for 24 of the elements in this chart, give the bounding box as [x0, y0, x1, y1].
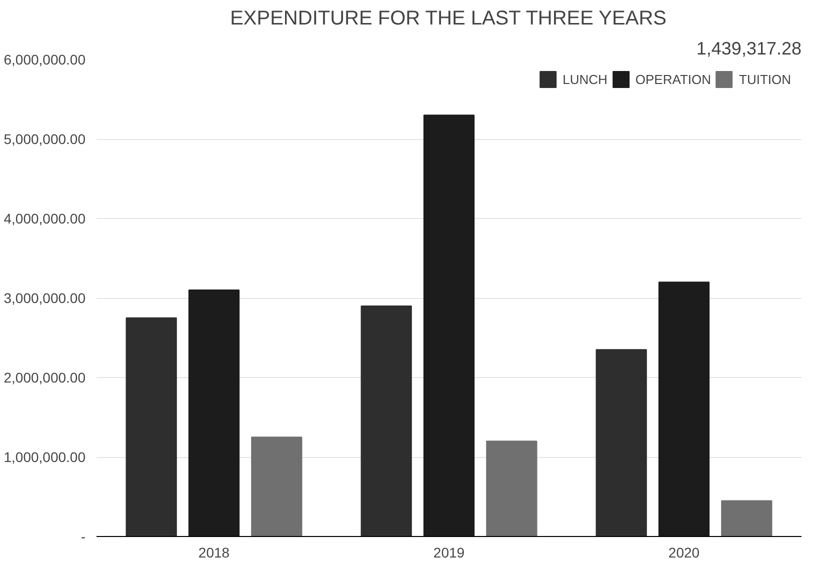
y-tick-label: 3,000,000.00	[4, 290, 86, 306]
legend-label: TUITION	[739, 72, 791, 86]
y-tick-label: 5,000,000.00	[4, 131, 86, 147]
y-tick-label: 6,000,000.00	[4, 52, 86, 68]
text: 1,439,317.28	[696, 38, 802, 58]
y-tick-label: -	[80, 528, 86, 544]
legend-label: OPERATION	[635, 72, 711, 86]
bar	[486, 440, 538, 536]
legend-label: LUNCH	[562, 72, 608, 86]
y-tick-label: 4,000,000.00	[4, 210, 86, 226]
bar	[360, 305, 412, 536]
y-tick-label: 1,000,000.00	[4, 449, 86, 465]
bar	[596, 349, 647, 536]
y-tick-label: 2,000,000.00	[4, 370, 86, 386]
x-tick-label: 2018	[198, 544, 230, 560]
bar	[721, 500, 772, 536]
bar	[188, 290, 240, 536]
bar	[251, 436, 302, 536]
chart-title: EXPENDITURE FOR THE LAST THREE YEARS	[230, 8, 666, 30]
x-tick-label: 2020	[668, 544, 700, 560]
x-tick-label: 2019	[433, 544, 465, 560]
bar	[423, 114, 475, 536]
bar	[658, 282, 710, 536]
bar	[126, 317, 177, 536]
